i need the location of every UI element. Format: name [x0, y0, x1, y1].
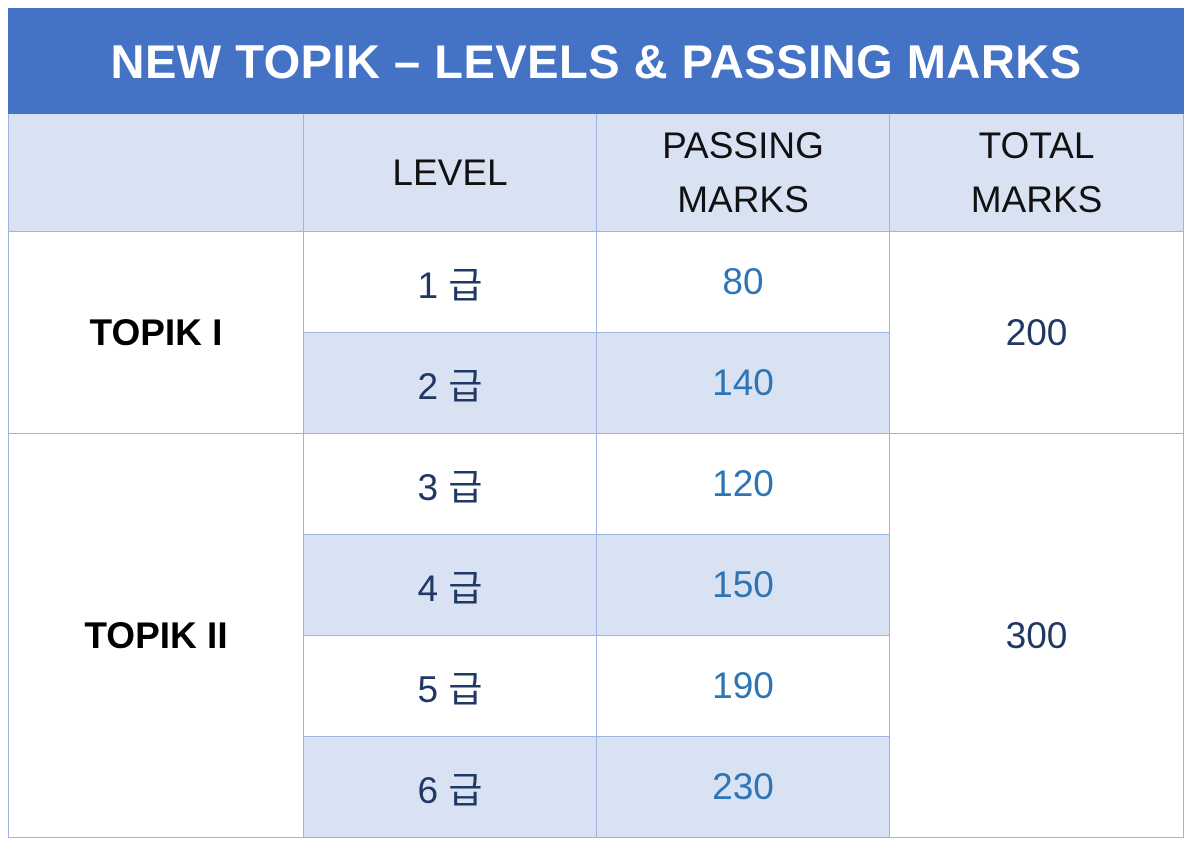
group-label-topik-2: TOPIK II [8, 433, 304, 838]
passing-mark-cell: 120 [596, 433, 890, 535]
header-total-marks: TOTAL MARKS [888, 113, 1185, 232]
passing-mark-cell: 150 [596, 534, 890, 636]
level-cell: 1 급 [303, 231, 597, 333]
table-row: 2 급 140 [9, 332, 1184, 434]
table-row: TOPIK II 3 급 120 300 [8, 433, 1185, 838]
table-row: 4 급 150 [9, 534, 1184, 636]
passing-mark-cell: 80 [596, 231, 890, 333]
level-cell: 5 급 [303, 635, 597, 737]
passing-mark-cell: 140 [596, 332, 890, 434]
header-blank-cell [8, 113, 304, 232]
header-passing-line1: PASSING [662, 124, 824, 166]
table-row: 6 급 230 [9, 736, 1184, 838]
header-level-label: LEVEL [392, 151, 508, 193]
header-total-line2: MARKS [970, 178, 1103, 220]
header-total-line1: TOTAL [978, 124, 1095, 166]
total-marks-topik-1: 200 [888, 231, 1185, 434]
title-row: NEW TOPIK – LEVELS & PASSING MARKS [7, 8, 1185, 114]
level-cell: 6 급 [303, 736, 597, 838]
table-row: 5 급 190 [9, 635, 1184, 737]
passing-mark-cell: 230 [596, 736, 890, 838]
group-label-topik-1: TOPIK I [8, 231, 304, 434]
level-cell: 3 급 [303, 433, 597, 535]
topik-levels-table: NEW TOPIK – LEVELS & PASSING MARKS LEVEL… [7, 8, 1185, 838]
topik-table-container: NEW TOPIK – LEVELS & PASSING MARKS LEVEL… [7, 8, 1185, 838]
header-level: LEVEL [303, 113, 597, 232]
header-row: LEVEL PASSING MARKS TOTAL MARKS [8, 113, 1185, 232]
header-passing-line2: MARKS [677, 178, 809, 220]
passing-mark-cell: 190 [596, 635, 890, 737]
table-row: TOPIK I 1 급 80 200 [8, 231, 1185, 434]
total-marks-topik-2: 300 [888, 433, 1185, 838]
header-passing-marks: PASSING MARKS [596, 113, 890, 232]
level-cell: 4 급 [303, 534, 597, 636]
table-title: NEW TOPIK – LEVELS & PASSING MARKS [7, 8, 1185, 114]
level-cell: 2 급 [303, 332, 597, 434]
